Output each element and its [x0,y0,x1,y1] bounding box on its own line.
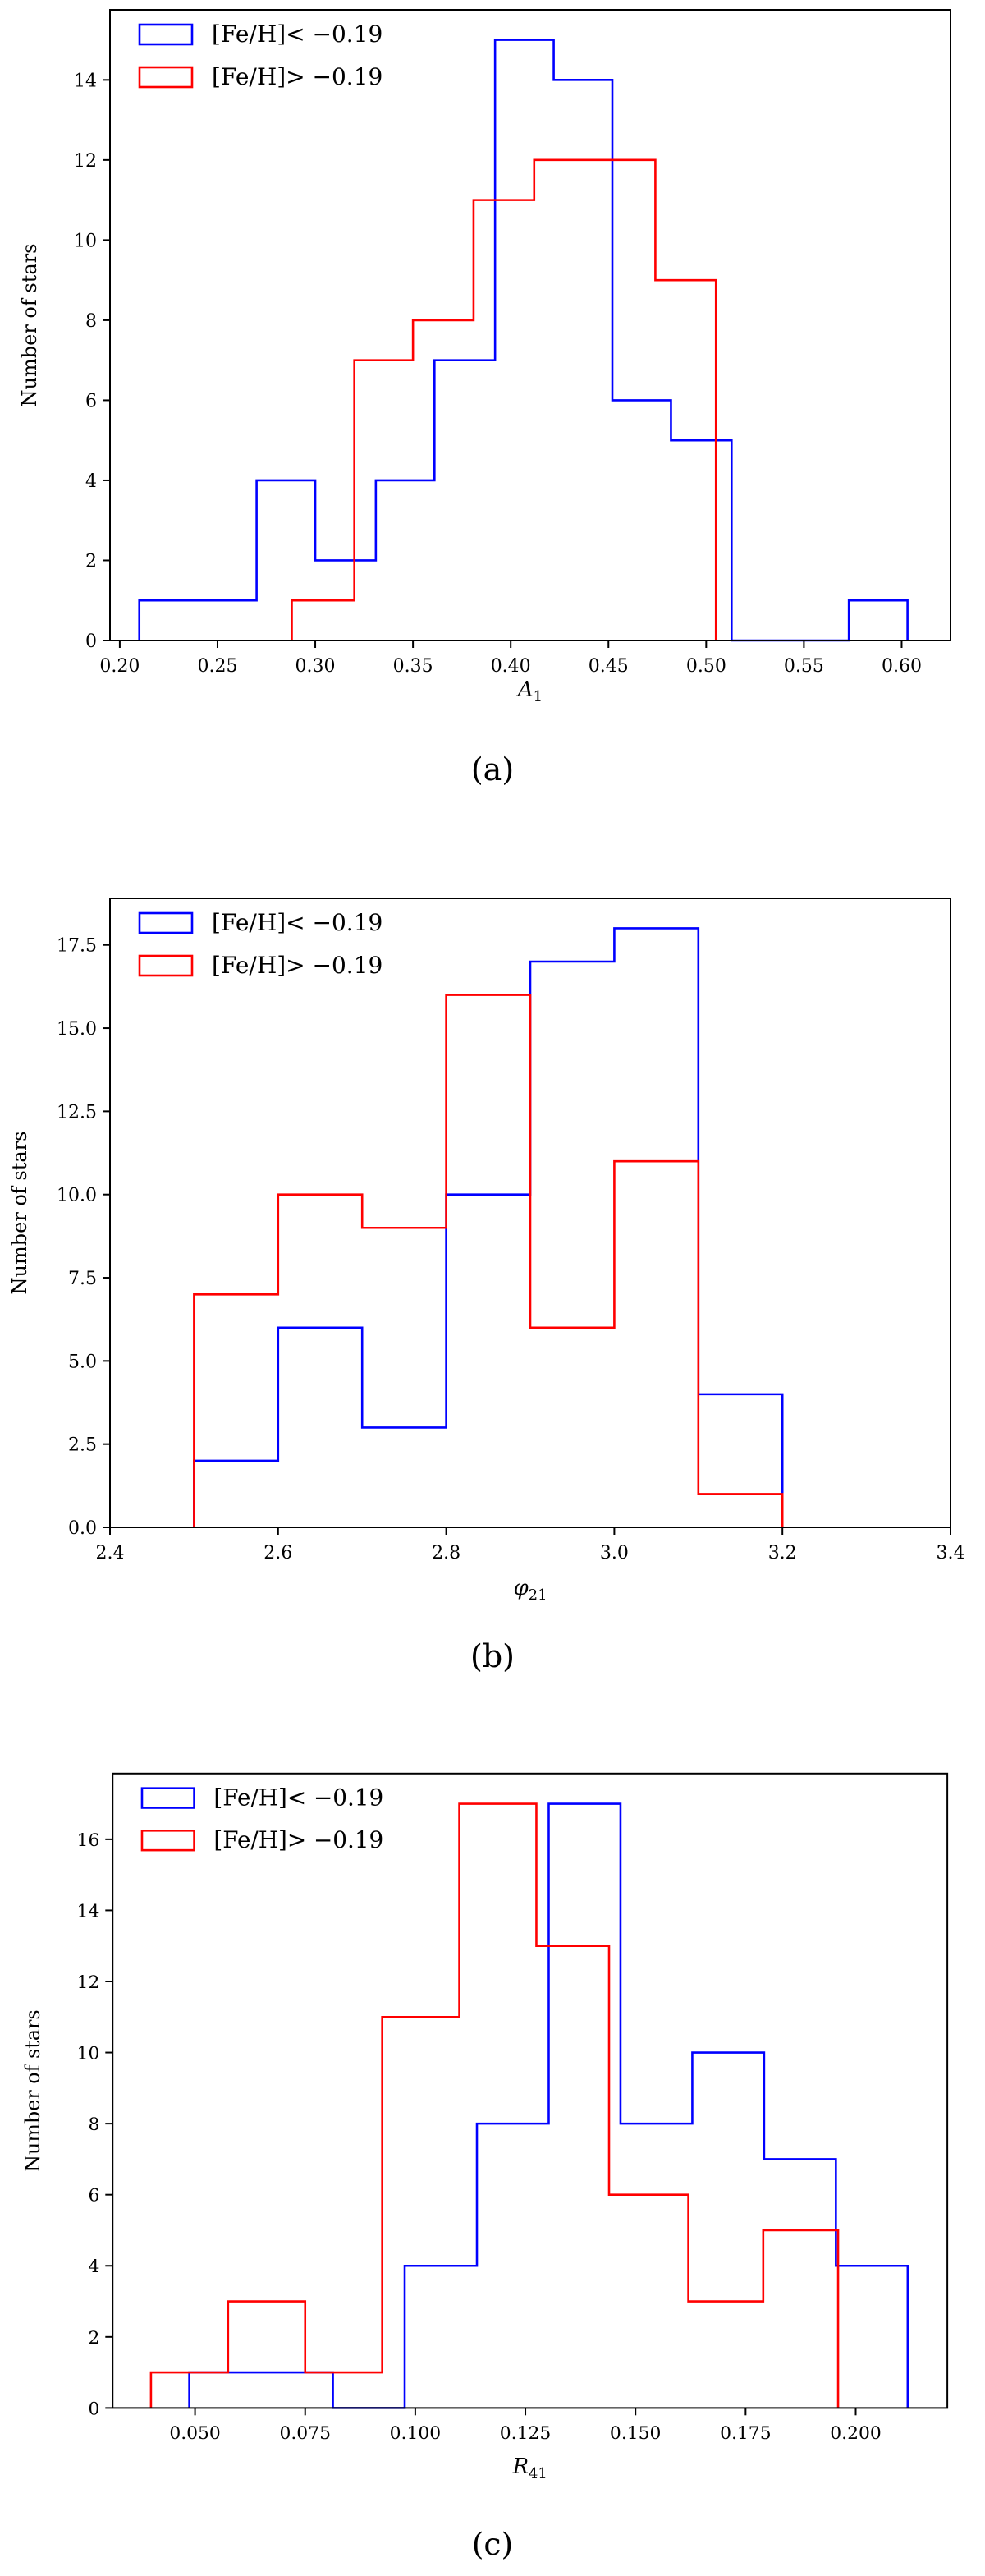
panel-c-y-tick-label: 16 [77,1830,100,1851]
panel-b-caption: (b) [470,1638,515,1674]
panel-c-x-tick-label: 0.075 [279,2423,331,2444]
panel-c-y-tick-label: 10 [77,2044,100,2064]
panel-a-x-tick-label: 0.20 [99,656,140,677]
panel-c-y-tick-label: 6 [88,2186,99,2206]
panel-c-y-axis-label: Number of stars [21,2009,44,2171]
panel-a-x-tick-label: 0.40 [491,656,531,677]
panel-b-x-tick-label: 2.8 [432,1543,460,1564]
panel-a-y-tick-label: 12 [74,151,97,172]
panel-a-x-tick-label: 0.55 [784,656,824,677]
panel-b-x-tick-label: 2.6 [263,1543,292,1564]
panel-c-x-tick-label: 0.175 [720,2423,772,2444]
panel-c-chart: 0.050 0.075 0.100 0.125 0.150 0.175 0.200 0 2 4 6 8… [21,1772,949,2562]
panel-a-x-tick-label: 0.30 [296,656,336,677]
panel-c-axes-frame [112,1772,949,2409]
panel-c-y-tick-label: 12 [77,1972,100,1993]
panel-a-legend-label: [Fe/H]< −0.19 [212,21,383,48]
panel-b-legend-label: [Fe/H]> −0.19 [212,952,383,979]
panel-c-y-tick-label: 4 [88,2257,99,2277]
panel-c-legend-label: [Fe/H]> −0.19 [213,1826,383,1853]
panel-a-series-metal-poor-histogram [138,39,909,642]
panel-c-y-tick-label: 8 [88,2115,99,2135]
panel-b-x-tick-label: 3.4 [937,1543,965,1564]
panel-b-y-tick-label: 10.0 [57,1186,97,1206]
panel-b-y-tick-label: 5.0 [68,1352,97,1372]
panel-b-legend-label: [Fe/H]< −0.19 [212,909,383,936]
panel-a-x-tick-label: 0.45 [589,656,629,677]
panel-b-x-tick-label: 2.4 [96,1543,125,1564]
panel-c-series-metal-rich-histogram [149,1802,840,2408]
panel-b-y-tick-label: 7.5 [68,1269,97,1289]
panel-c-x-tick-label: 0.125 [500,2423,552,2444]
panel-a-x-tick-label: 0.25 [197,656,237,677]
panel-a-chart: 0.20 0.25 0.30 0.35 0.40 0.45 0.50 0.55 0.60 0 2 4 6… [18,9,951,787]
panel-c-legend-swatch [140,1830,195,1852]
panel-a-x-tick-label: 0.60 [882,656,922,677]
panel-a-y-tick-label: 2 [85,551,97,572]
panel-c-x-axis-label: R41 [512,2454,547,2482]
panel-a-y-tick-label: 0 [85,631,97,652]
panel-b-y-tick-label: 0.0 [68,1518,97,1539]
panel-b-series-metal-rich-histogram [193,994,784,1527]
panel-c-x-tick-label: 0.150 [610,2423,662,2444]
panel-a-caption: (a) [471,751,514,787]
panel-b-x-tick-label: 3.0 [600,1543,629,1564]
panel-c-caption: (c) [472,2526,514,2562]
panel-a-y-tick-label: 8 [85,311,97,332]
panel-b-x-axis-label: φ21 [513,1576,547,1604]
panel-a-legend-swatch [138,23,194,46]
panel-b-series-metal-poor-histogram [193,927,784,1527]
panel-c-x-tick-label: 0.050 [169,2423,221,2444]
panel-a-axes-frame [109,9,951,641]
panel-c-y-tick-label: 14 [77,1901,100,1922]
panel-c-y-tick-label: 0 [88,2399,99,2419]
panel-a-legend-swatch [138,66,194,89]
panel-a-series-metal-rich-histogram [291,158,717,641]
panel-b-legend-swatch [138,911,194,934]
panel-c-x-tick-label: 0.200 [830,2423,882,2444]
panel-a-y-axis-label: Number of stars [18,244,41,407]
panel-a-y-tick-label: 4 [85,471,97,492]
panel-b-chart: 2.4 2.6 2.8 3.0 3.2 3.4 0.0 2.5 5.0 7.5 10.0 12.5 15… [8,898,965,1674]
panel-a-y-tick-label: 14 [74,71,97,91]
panel-b-legend-swatch [138,954,194,977]
panel-a-y-tick-label: 6 [85,391,97,411]
panel-a-y-tick-label: 10 [74,231,97,251]
panel-c-legend-swatch [140,1787,195,1809]
panel-b-y-tick-label: 17.5 [57,936,97,957]
panel-c-y-tick-label: 2 [88,2328,99,2349]
panel-a-legend-label: [Fe/H]> −0.19 [212,63,383,90]
panel-b-y-axis-label: Number of stars [8,1132,31,1295]
panel-c-legend-label: [Fe/H]< −0.19 [213,1784,383,1811]
panel-b-axes-frame [109,898,951,1528]
panel-b-y-tick-label: 2.5 [68,1435,97,1456]
panel-b-x-tick-label: 3.2 [768,1543,797,1564]
panel-c-series-metal-poor-histogram [188,1802,909,2409]
panel-a-x-tick-label: 0.35 [393,656,433,677]
panel-b-y-tick-label: 12.5 [57,1102,97,1123]
panel-c-x-tick-label: 0.100 [390,2423,442,2444]
panel-a-x-axis-label: A1 [516,677,543,705]
panel-a-x-tick-label: 0.50 [686,656,726,677]
panel-b-y-tick-label: 15.0 [57,1019,97,1040]
